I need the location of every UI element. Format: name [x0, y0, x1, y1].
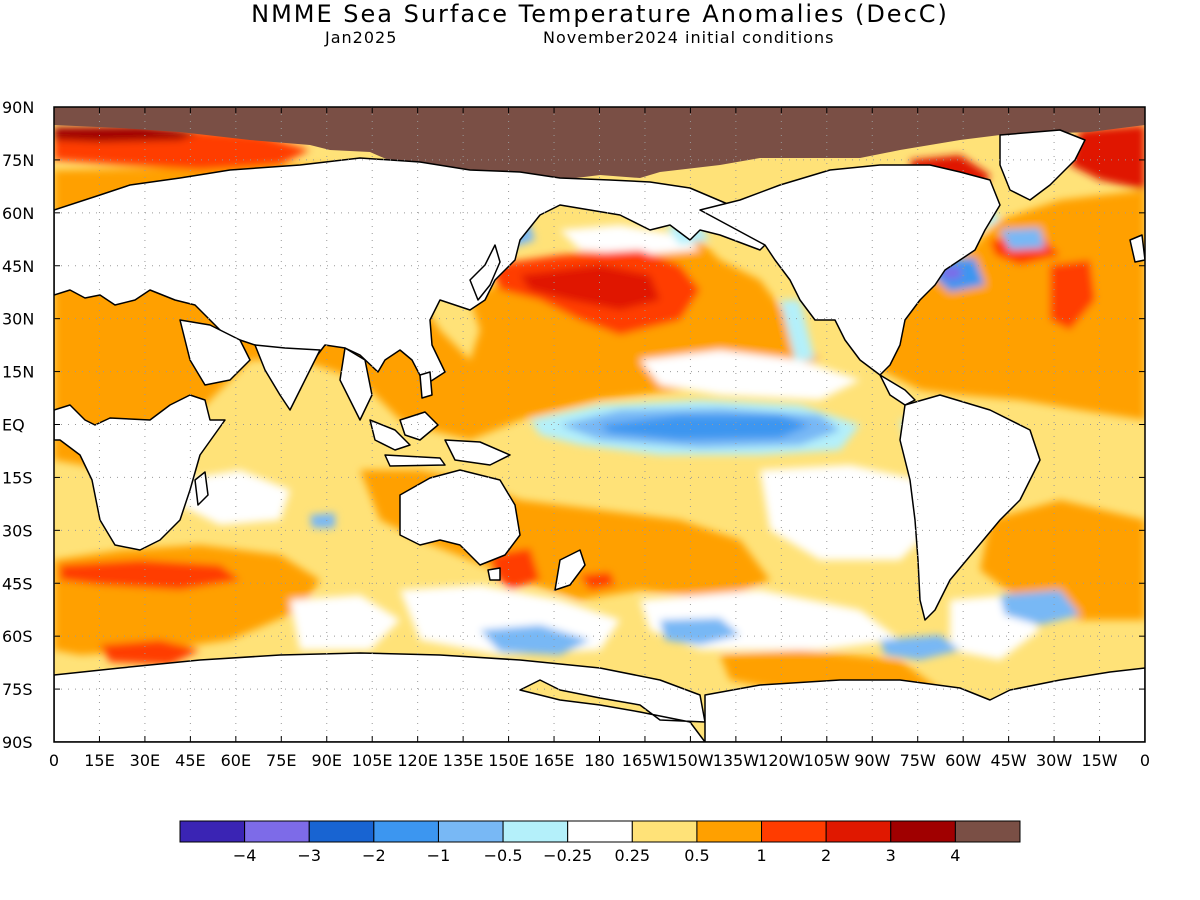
longitude-label: 165E — [534, 751, 575, 770]
latitude-label: 90N — [2, 98, 34, 117]
longitude-label: 60W — [945, 751, 981, 770]
latitude-label: 75N — [2, 151, 34, 170]
graticule — [54, 107, 1145, 742]
chart-title: NMME Sea Surface Temperature Anomalies (… — [251, 0, 949, 28]
longitude-label: 180 — [584, 751, 615, 770]
latitude-label: 45S — [2, 574, 33, 593]
colorbar-label: −3 — [297, 846, 321, 865]
longitude-label: 45E — [175, 751, 205, 770]
latitude-label: 30S — [2, 521, 33, 540]
colorbar-swatch — [825, 820, 892, 843]
latitude-label: 15S — [2, 468, 33, 487]
colorbar-label: 4 — [950, 846, 960, 865]
longitude-label: 120E — [397, 751, 438, 770]
colorbar-label: −2 — [362, 846, 386, 865]
colorbar-label: 1 — [756, 846, 766, 865]
colorbar-label: −1 — [427, 846, 451, 865]
valid-month-label: Jan2025 — [325, 28, 398, 47]
longitude-label: 150W — [667, 751, 714, 770]
longitude-label: 75W — [900, 751, 936, 770]
latitude-label: 90S — [2, 733, 33, 752]
initial-conditions-label: November2024 initial conditions — [543, 28, 835, 47]
colorbar-label: 0.5 — [684, 846, 709, 865]
longitude-label: 90E — [312, 751, 342, 770]
colorbar-label: −0.5 — [484, 846, 523, 865]
longitude-label: 0 — [49, 751, 59, 770]
colorbar-swatch — [502, 820, 569, 843]
colorbar-swatch — [761, 820, 827, 843]
colorbar-swatch — [308, 820, 375, 843]
colorbar-swatch — [179, 820, 246, 843]
longitude-label: 30E — [130, 751, 160, 770]
longitude-label: 135E — [443, 751, 484, 770]
colorbar-label: 2 — [821, 846, 831, 865]
latitude-label: 45N — [2, 257, 34, 276]
axis-ticks — [53, 106, 1146, 743]
colorbar-label: 3 — [886, 846, 896, 865]
latitude-label: 60N — [2, 204, 34, 223]
colorbar-swatch — [373, 820, 439, 843]
longitude-label: 15E — [84, 751, 114, 770]
colorbar-swatch — [696, 820, 763, 843]
colorbar-labels: −4 −3 −2 −1 −0.5 −0.25 0.25 0.5 1 2 3 4 — [233, 846, 961, 865]
colorbar-swatch — [631, 820, 698, 843]
colorbar-label: −0.25 — [543, 846, 592, 865]
longitude-label: 165W — [622, 751, 669, 770]
latitude-label: 60S — [2, 627, 33, 646]
longitude-label: 45W — [991, 751, 1027, 770]
colorbar — [179, 820, 1021, 843]
colorbar-swatch — [954, 820, 1021, 843]
longitude-label: 150E — [488, 751, 529, 770]
longitude-label: 0 — [1140, 751, 1150, 770]
longitude-label: 135W — [713, 751, 760, 770]
longitude-label: 60E — [221, 751, 251, 770]
colorbar-swatch — [437, 820, 504, 843]
longitude-label: 105W — [804, 751, 851, 770]
colorbar-swatch — [890, 820, 956, 843]
longitude-label: 105E — [352, 751, 393, 770]
latitude-label: 30N — [2, 310, 34, 329]
latitude-label: EQ — [2, 416, 25, 435]
colorbar-label: 0.25 — [614, 846, 650, 865]
longitude-label: 75E — [266, 751, 296, 770]
longitude-labels: 0 15E 30E 45E 60E 75E 90E 105E 120E 135E 150E 165E 1… — [49, 751, 1150, 770]
longitude-label: 120W — [758, 751, 805, 770]
latitude-label: 75S — [2, 680, 33, 699]
colorbar-label: −4 — [233, 846, 257, 865]
latitude-labels: 90N 75N 60N 45N 30N 15N EQ 15S 30S 45S 60S 75S 90S — [2, 98, 34, 752]
longitude-label: 30W — [1036, 751, 1072, 770]
longitude-label: 90W — [854, 751, 890, 770]
longitude-label: 15W — [1081, 751, 1117, 770]
latitude-label: 15N — [2, 363, 34, 382]
colorbar-swatch — [567, 820, 633, 843]
colorbar-swatch — [244, 820, 310, 843]
